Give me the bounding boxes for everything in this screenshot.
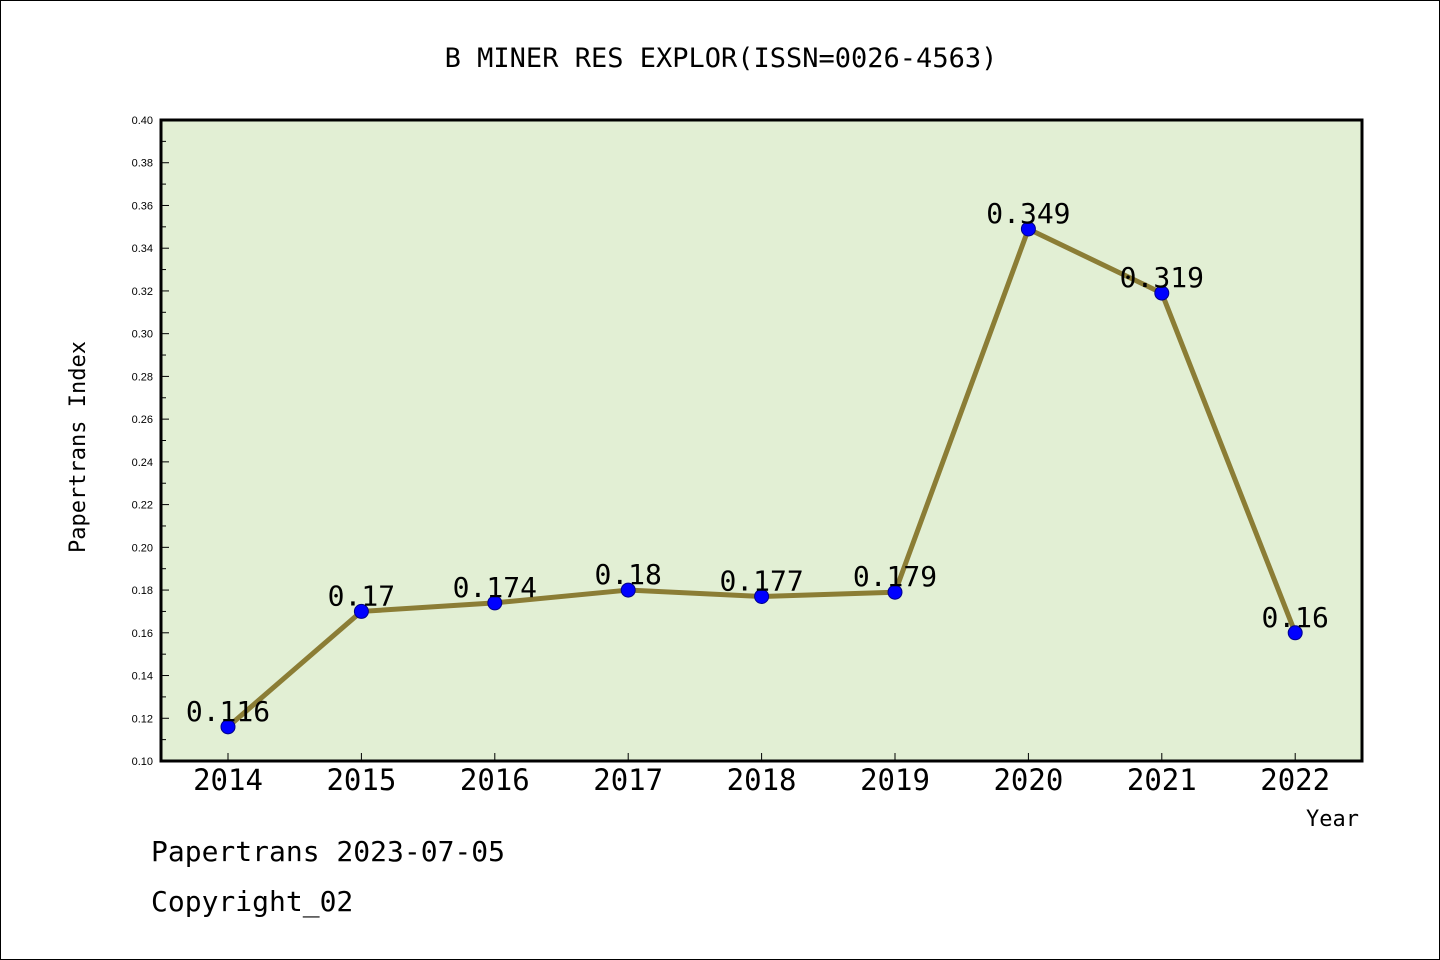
data-point — [220, 719, 236, 735]
x-tick-label: 2017 — [593, 763, 663, 797]
y-tick-label: 0.30 — [132, 329, 153, 341]
x-axis-label: Year — [1306, 807, 1359, 832]
y-axis-label: Papertrans Index — [66, 341, 91, 553]
y-axis: 0.10 0.12 0.14 0.16 0.18 0.20 0.22 0.24 0.26 0.28… — [132, 115, 169, 768]
y-tick-label: 0.40 — [132, 115, 153, 127]
data-label: 0.174 — [453, 571, 537, 604]
x-tick-label: 2015 — [326, 763, 396, 797]
y-tick-label: 0.24 — [132, 457, 153, 469]
y-tick-label: 0.10 — [132, 756, 153, 768]
y-tick-label: 0.22 — [132, 500, 153, 512]
y-tick-label: 0.34 — [132, 243, 153, 255]
data-point — [1020, 221, 1036, 237]
data-label: 0.319 — [1120, 261, 1204, 294]
data-point — [887, 584, 903, 600]
x-tick-label: 2021 — [1127, 763, 1197, 797]
data-point — [487, 595, 503, 611]
x-axis: 2014 2015 2016 2017 2018 2019 2020 2021 2022 — [193, 753, 1330, 797]
series-line-group — [220, 221, 1303, 735]
footer-copyright: Copyright_02 — [151, 885, 354, 918]
data-label: 0.349 — [986, 197, 1070, 230]
y-tick-label: 0.36 — [132, 200, 153, 212]
y-tick-label: 0.32 — [132, 286, 153, 298]
data-point — [620, 582, 636, 598]
chart-title: B MINER RES EXPLOR(ISSN=0026-4563) — [445, 43, 998, 74]
data-label: 0.116 — [186, 695, 270, 728]
data-point — [1287, 625, 1303, 641]
y-tick-label: 0.38 — [132, 158, 153, 170]
x-tick-label: 2018 — [727, 763, 797, 797]
x-tick-label: 2014 — [193, 763, 263, 797]
data-point — [353, 603, 369, 619]
data-label: 0.179 — [853, 560, 937, 593]
footer-date: Papertrans 2023-07-05 — [151, 835, 506, 868]
y-tick-label: 0.16 — [132, 628, 153, 640]
x-tick-label: 2022 — [1260, 763, 1330, 797]
x-tick-label: 2020 — [993, 763, 1063, 797]
data-point — [754, 588, 770, 604]
y-tick-label: 0.12 — [132, 713, 153, 725]
data-labels: 0.116 0.17 0.174 0.18 0.177 0.179 0.349 0.319 0.… — [186, 197, 1329, 728]
data-label: 0.177 — [719, 564, 803, 597]
x-tick-label: 2016 — [460, 763, 530, 797]
plot-area — [159, 118, 1364, 763]
data-point — [1154, 285, 1170, 301]
data-label: 0.18 — [594, 558, 661, 591]
data-label: 0.16 — [1261, 601, 1328, 634]
x-tick-label: 2019 — [860, 763, 930, 797]
y-tick-label: 0.20 — [132, 542, 153, 554]
y-tick-label: 0.28 — [132, 371, 153, 383]
y-tick-label: 0.26 — [132, 414, 153, 426]
y-tick-label: 0.18 — [132, 585, 153, 597]
y-tick-label: 0.14 — [132, 671, 153, 683]
data-label: 0.17 — [328, 579, 395, 612]
